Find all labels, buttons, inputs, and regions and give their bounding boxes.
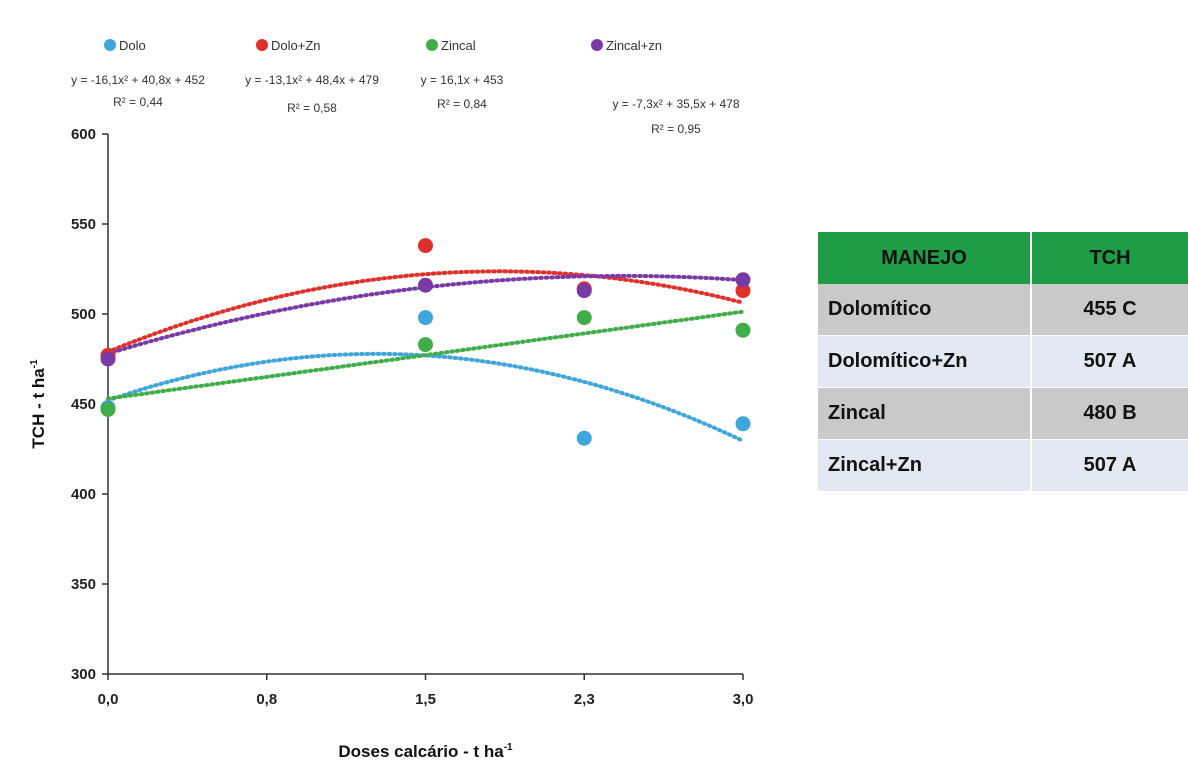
table-row: Zincal 480 B (818, 388, 1188, 440)
trendline-equation: y = -13,1x² + 48,4x + 479 (245, 73, 379, 87)
data-points (100, 238, 751, 446)
y-tick-label: 350 (71, 576, 96, 593)
legend-item: Zincal+zn (591, 38, 662, 53)
manejo-cell: Dolomítico+Zn (818, 336, 1032, 388)
data-point-zincal (735, 322, 751, 338)
trendlines (106, 269, 745, 443)
trendline-equation: y = -7,3x² + 35,5x + 478 (612, 97, 739, 111)
trendline-equation: y = 16,1x + 453 (421, 73, 504, 87)
header-manejo: MANEJO (818, 232, 1032, 284)
legend-item: Dolo+Zn (256, 38, 321, 53)
data-point-zincal (100, 401, 116, 417)
data-point-dolo-zn (418, 238, 433, 254)
manejo-cell: Dolomítico (818, 284, 1032, 336)
y-tick-label: 600 (71, 126, 96, 143)
data-point-zincal-zn (576, 283, 592, 299)
trendline-zincal (106, 309, 745, 401)
manejo-cell: Zincal (818, 388, 1032, 440)
r-squared-label: R² = 0,58 (287, 101, 337, 115)
x-tick-label: 3,0 (733, 691, 754, 708)
r-squared-label: R² = 0,84 (437, 97, 487, 111)
table-row: Dolomítico+Zn 507 A (818, 336, 1188, 388)
tch-cell: 507 A (1032, 336, 1188, 388)
data-point-zincal (418, 337, 433, 353)
data-point-dolo (418, 310, 433, 326)
x-axis-title-superscript: -1 (504, 742, 513, 753)
data-point-zincal-zn (100, 351, 116, 367)
legend-item: Zincal (426, 38, 476, 53)
header-tch: TCH (1032, 232, 1188, 284)
tch-cell: 507 A (1032, 440, 1188, 492)
data-point-zincal (576, 310, 592, 326)
legend: Dolo Dolo+Zn Zincal Zincal+zn (104, 38, 662, 53)
data-point-dolo (576, 430, 592, 446)
legend-item: Dolo (104, 38, 146, 53)
legend-label: Zincal (441, 38, 476, 53)
x-tick-label: 2,3 (574, 691, 595, 708)
manejo-cell: Zincal+Zn (818, 440, 1032, 492)
data-point-dolo-zn (735, 283, 751, 299)
y-tick-label: 300 (71, 666, 96, 683)
y-tick-label: 400 (71, 486, 96, 503)
y-tick-label: 500 (71, 306, 96, 323)
tch-cell: 480 B (1032, 388, 1188, 440)
y-tick-label: 450 (71, 396, 96, 413)
legend-marker (591, 39, 603, 51)
table-row: Dolomítico 455 C (818, 284, 1188, 336)
legend-label: Dolo (119, 38, 146, 53)
data-point-zincal-zn (418, 277, 433, 293)
x-axis-title-text: Doses calcário - t ha (338, 742, 504, 761)
y-axis-title: TCH - t ha-1 (29, 359, 48, 449)
x-axis-title: Doses calcário - t ha-1 (338, 742, 513, 761)
x-tick-label: 0,0 (98, 691, 119, 708)
tch-cell: 455 C (1032, 284, 1188, 336)
table-header-row: MANEJO TCH (818, 232, 1188, 284)
r-squared-label: R² = 0,95 (651, 122, 701, 136)
legend-marker (256, 39, 268, 51)
legend-label: Zincal+zn (606, 38, 662, 53)
trendline-equations: y = -16,1x² + 40,8x + 452 R² = 0,44 y = -1… (71, 73, 740, 136)
x-tick-label: 0,8 (256, 691, 277, 708)
trendline-dolo-zn (106, 269, 745, 354)
x-tick-label: 1,5 (415, 691, 436, 708)
data-point-zincal-zn (735, 272, 751, 288)
legend-marker (426, 39, 438, 51)
manejo-table: MANEJO TCH Dolomítico 455 C Dolomítico+Z… (818, 232, 1188, 492)
legend-label: Dolo+Zn (271, 38, 321, 53)
table-row: Zincal+Zn 507 A (818, 440, 1188, 492)
y-axis-title-superscript: -1 (29, 359, 40, 368)
data-point-dolo (735, 416, 751, 432)
y-tick-label: 550 (71, 216, 96, 233)
axes: 300 350 400 450 500 550 600 0,0 0,8 1,5 2,3 3,0 (71, 126, 753, 708)
y-axis-title-text: TCH - t ha (29, 368, 48, 449)
r-squared-label: R² = 0,44 (113, 95, 163, 109)
trendline-dolo (106, 351, 745, 443)
trendline-equation: y = -16,1x² + 40,8x + 452 (71, 73, 205, 87)
legend-marker (104, 39, 116, 51)
chart: Dolo Dolo+Zn Zincal Zincal+zn y = -16,1x² +… (29, 38, 753, 761)
